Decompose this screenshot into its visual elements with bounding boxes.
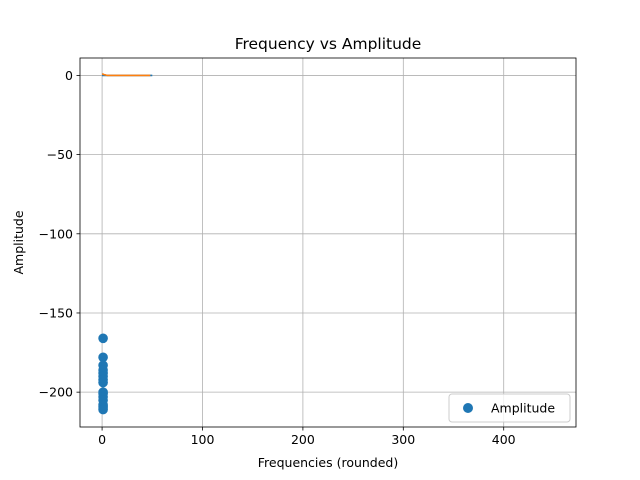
y-axis-label: Amplitude [11,210,26,274]
y-tick-label: −150 [39,305,73,320]
series-line-2 [101,73,151,77]
legend-marker [463,403,473,413]
x-tick-label: 300 [391,432,415,447]
x-tick-label: 400 [492,432,516,447]
x-axis-label: Frequencies (rounded) [258,455,399,470]
axis-ticks: 0 100 200 300 400 0 −50 −100 −150 −200 [39,68,516,447]
data-point [98,404,108,415]
data-point [98,377,108,388]
plot-area [98,73,153,415]
grid [80,58,576,427]
y-tick-label: −50 [47,147,73,162]
legend: Amplitude [448,393,571,423]
legend-box [448,393,571,423]
x-tick-label: 100 [191,432,215,447]
data-point [98,352,108,363]
chart-title: Frequency vs Amplitude [235,35,422,53]
x-tick-label: 200 [291,432,315,447]
legend-label: Amplitude [491,401,555,416]
data-point [98,333,108,344]
axes-frame [79,57,577,428]
y-tick-label: −200 [39,385,73,400]
x-tick-label: 0 [98,432,106,447]
y-tick-label: −100 [39,226,73,241]
y-tick-label: 0 [65,68,73,83]
